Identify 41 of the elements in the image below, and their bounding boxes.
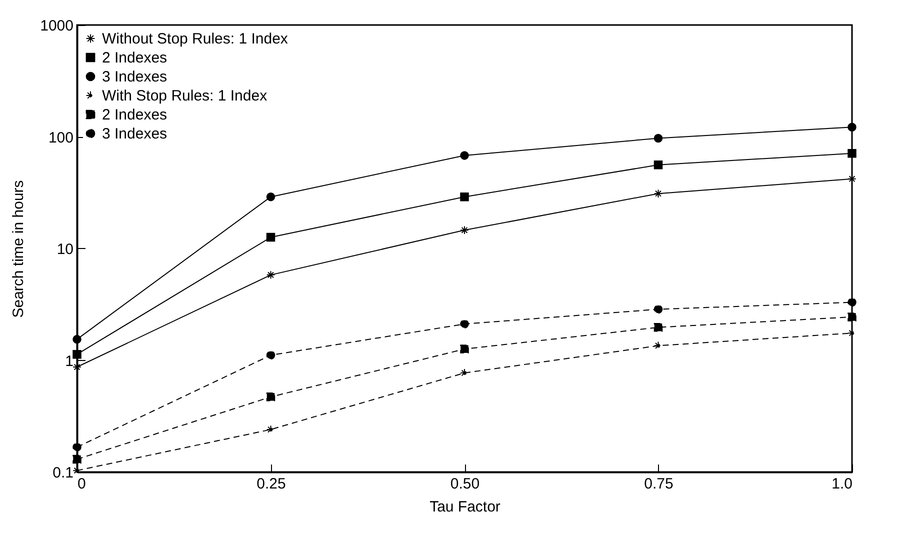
point bbox=[654, 304, 663, 314]
legend-label: 3 Indexes bbox=[102, 126, 168, 142]
point bbox=[848, 298, 856, 307]
point bbox=[460, 226, 469, 235]
point bbox=[848, 149, 856, 158]
y-axis-title: Search time in hours bbox=[10, 180, 28, 318]
point bbox=[654, 160, 663, 170]
x-tick-label: 0 bbox=[78, 476, 86, 492]
point bbox=[460, 151, 469, 160]
point bbox=[72, 442, 82, 452]
y-tick-label: 100 bbox=[48, 129, 74, 146]
point bbox=[654, 134, 663, 143]
y-tick-label: 0.1 bbox=[52, 464, 74, 482]
point bbox=[72, 334, 82, 344]
point bbox=[460, 344, 469, 354]
point bbox=[460, 192, 469, 202]
y-tick-label: 1 bbox=[65, 352, 74, 370]
point bbox=[72, 454, 82, 464]
point bbox=[266, 270, 276, 280]
y-tick-label: 1000 bbox=[40, 18, 74, 34]
point bbox=[460, 320, 469, 328]
legend-label: Without Stop Rules: 1 Index bbox=[102, 30, 288, 48]
point bbox=[848, 312, 856, 322]
point bbox=[654, 322, 663, 332]
x-tick-label: 0.50 bbox=[450, 476, 480, 492]
point bbox=[654, 189, 663, 198]
legend-label: 2 Indexes bbox=[102, 50, 168, 66]
point bbox=[266, 392, 276, 402]
point bbox=[266, 350, 276, 360]
legend-label: 2 Indexes bbox=[102, 106, 168, 124]
point bbox=[72, 350, 82, 359]
legend-label: With Stop Rules: 1 Index bbox=[102, 88, 268, 104]
point bbox=[266, 192, 276, 202]
x-tick-label: 0.25 bbox=[256, 476, 286, 492]
point bbox=[848, 122, 856, 132]
x-axis-title: Tau Factor bbox=[430, 498, 500, 516]
y-tick-label: 10 bbox=[56, 241, 74, 258]
x-tick-label: 0.75 bbox=[644, 476, 674, 492]
point bbox=[266, 232, 276, 242]
legend-label: 3 Indexes bbox=[102, 68, 168, 86]
x-tick-label: 1.0 bbox=[832, 476, 852, 492]
